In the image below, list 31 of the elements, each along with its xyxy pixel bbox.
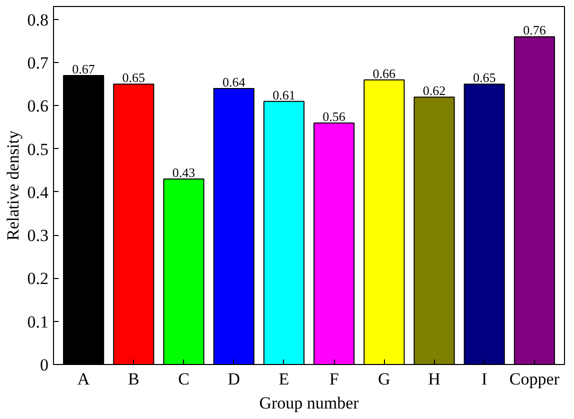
data-label: 0.67 xyxy=(72,62,96,77)
y-tick-label: 0.1 xyxy=(27,312,48,332)
x-tick-label: B xyxy=(128,370,140,388)
y-tick-label: 0 xyxy=(40,356,48,374)
y-axis-title: Relative density xyxy=(3,130,22,240)
data-label: 0.65 xyxy=(472,70,496,86)
x-tick-label: D xyxy=(228,370,240,388)
x-tick-label: C xyxy=(178,370,190,388)
x-axis-title: Group number xyxy=(259,394,360,412)
data-label: 0.61 xyxy=(272,87,296,102)
y-tick-label: 0.7 xyxy=(27,54,49,73)
data-label: 0.66 xyxy=(372,66,396,81)
x-tick-label: A xyxy=(77,370,90,388)
data-label: 0.76 xyxy=(523,22,546,38)
x-tick-label: G xyxy=(378,370,390,388)
x-tick-label: F xyxy=(329,370,339,388)
x-tick-label: H xyxy=(428,370,440,388)
y-tick-label: 0.3 xyxy=(27,226,48,246)
data-label: 0.65 xyxy=(122,70,146,86)
y-tick-label: 0.5 xyxy=(27,140,48,159)
y-tick-label: 0.2 xyxy=(27,269,48,288)
x-tick-label: I xyxy=(482,370,488,388)
y-tick-label: 0.6 xyxy=(27,96,48,116)
data-label: 0.43 xyxy=(172,165,196,180)
data-label: 0.64 xyxy=(222,74,246,90)
data-label: 0.56 xyxy=(322,108,346,124)
data-label: 0.62 xyxy=(422,83,446,98)
y-tick-label: 0.4 xyxy=(27,182,49,202)
x-tick-label: Copper xyxy=(509,370,560,388)
x-tick-label: E xyxy=(278,370,290,388)
y-tick-label: 0.8 xyxy=(27,10,48,30)
